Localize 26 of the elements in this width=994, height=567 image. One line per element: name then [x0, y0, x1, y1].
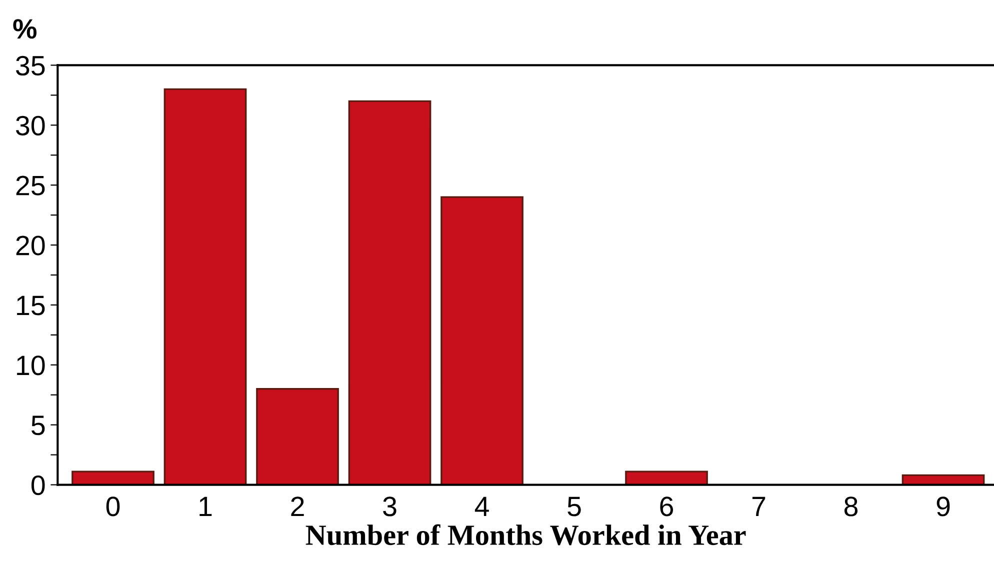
- y-tick-label: 35: [16, 56, 45, 76]
- x-tick-label: 6: [660, 496, 674, 516]
- x-axis-title: Number of Months Worked in Year: [306, 524, 746, 546]
- x-tick-label: 4: [474, 496, 489, 516]
- y-tick-label: 30: [16, 116, 45, 136]
- bar: [440, 196, 524, 485]
- y-tick-label: 5: [32, 416, 45, 436]
- x-tick-label: 9: [936, 496, 950, 516]
- x-tick-label: 7: [752, 496, 766, 516]
- y-tick-label: 0: [31, 475, 45, 496]
- x-tick-label: 8: [844, 496, 858, 516]
- x-tick-label: 2: [291, 496, 304, 516]
- x-tick-label: 0: [106, 496, 120, 516]
- bar: [256, 388, 339, 485]
- y-tick-label: 10: [17, 356, 45, 376]
- y-tick-label: 15: [17, 296, 45, 316]
- y-tick-label: 25: [16, 176, 45, 196]
- bar: [348, 100, 432, 485]
- bar: [164, 88, 247, 485]
- x-tick-label: 5: [568, 496, 581, 516]
- bar: [625, 470, 708, 485]
- x-tick-label: 1: [200, 496, 212, 516]
- y-axis-title: %: [13, 19, 36, 39]
- y-tick-label: 20: [16, 236, 45, 256]
- x-tick-label: 3: [383, 496, 396, 516]
- bar: [72, 470, 154, 485]
